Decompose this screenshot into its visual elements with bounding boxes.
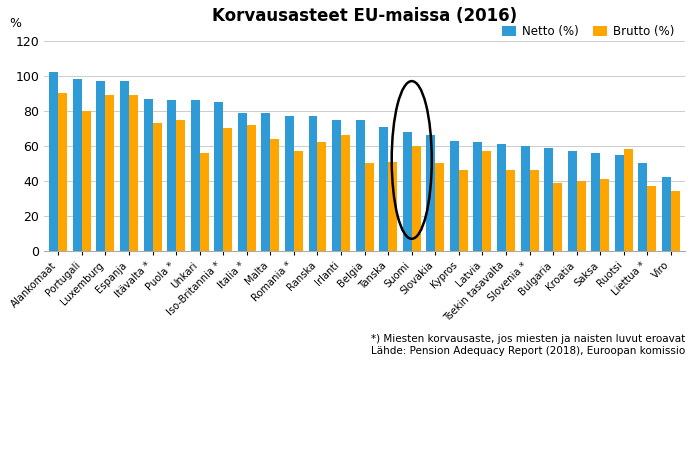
- Text: %: %: [9, 17, 21, 30]
- Bar: [332, 119, 341, 251]
- Bar: [379, 127, 388, 251]
- Bar: [356, 119, 365, 251]
- Bar: [459, 170, 468, 251]
- Bar: [120, 81, 129, 251]
- Bar: [144, 99, 152, 251]
- Text: *) Miesten korvausaste, jos miesten ja naisten luvut eroavat
Lähde: Pension Adeq: *) Miesten korvausaste, jos miesten ja n…: [371, 334, 685, 356]
- Bar: [639, 163, 647, 251]
- Bar: [129, 95, 138, 251]
- Bar: [614, 155, 623, 251]
- Bar: [247, 125, 256, 251]
- Bar: [567, 151, 576, 251]
- Bar: [662, 178, 671, 251]
- Bar: [482, 151, 491, 251]
- Bar: [426, 136, 435, 251]
- Bar: [520, 146, 529, 251]
- Bar: [167, 100, 176, 251]
- Title: Korvausasteet EU-maissa (2016): Korvausasteet EU-maissa (2016): [212, 7, 517, 25]
- Bar: [450, 141, 459, 251]
- Bar: [544, 148, 553, 251]
- Bar: [473, 142, 482, 251]
- Bar: [318, 142, 327, 251]
- Bar: [497, 144, 506, 251]
- Bar: [388, 162, 397, 251]
- Bar: [294, 151, 303, 251]
- Bar: [176, 119, 185, 251]
- Bar: [285, 116, 294, 251]
- Bar: [623, 149, 632, 251]
- Bar: [224, 129, 233, 251]
- Bar: [412, 146, 421, 251]
- Bar: [591, 153, 600, 251]
- Bar: [58, 93, 67, 251]
- Bar: [238, 113, 247, 251]
- Bar: [647, 186, 656, 251]
- Legend: Netto (%), Brutto (%): Netto (%), Brutto (%): [498, 20, 679, 43]
- Bar: [403, 132, 412, 251]
- Bar: [73, 79, 82, 251]
- Bar: [105, 95, 114, 251]
- Bar: [215, 102, 224, 251]
- Bar: [529, 170, 538, 251]
- Bar: [341, 136, 350, 251]
- Bar: [365, 163, 374, 251]
- Bar: [152, 123, 161, 251]
- Bar: [271, 139, 280, 251]
- Bar: [262, 113, 271, 251]
- Bar: [309, 116, 318, 251]
- Bar: [600, 179, 609, 251]
- Bar: [576, 181, 585, 251]
- Bar: [671, 191, 680, 251]
- Bar: [96, 81, 105, 251]
- Bar: [191, 100, 200, 251]
- Bar: [553, 183, 562, 251]
- Bar: [506, 170, 515, 251]
- Bar: [49, 72, 58, 251]
- Bar: [435, 163, 444, 251]
- Bar: [200, 153, 208, 251]
- Bar: [82, 111, 91, 251]
